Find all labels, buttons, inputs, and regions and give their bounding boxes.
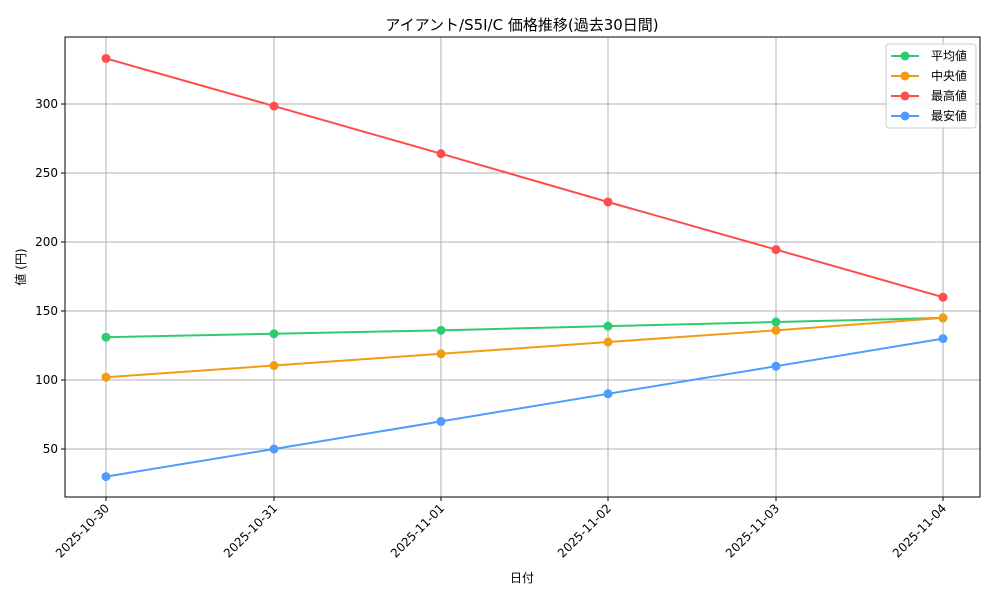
legend-marker [900,91,910,101]
y-axis-label: 値 (円) [13,248,28,285]
y-axis-ticks: 50 100 150 200 250 300 [35,97,65,456]
legend-label: 最安値 [931,108,967,123]
data-point [269,444,279,454]
data-point [771,245,781,255]
x-tick-label: 2025-10-30 [53,501,112,560]
data-point [436,325,446,335]
y-tick-label: 250 [35,166,58,180]
x-tick-label: 2025-11-01 [388,501,447,560]
y-tick-label: 150 [35,304,58,318]
data-point [938,292,948,302]
series-line [101,53,948,302]
plot-frame [64,36,981,498]
chart-title: アイアント/S5I/C 価格推移(過去30日間) [385,16,658,34]
data-point [269,101,279,111]
series-path [105,57,944,299]
x-tick-label: 2025-11-03 [723,501,782,560]
x-tick-label: 2025-10-31 [221,501,280,560]
data-point [771,325,781,335]
legend-marker [900,51,910,61]
data-point [938,334,948,344]
x-axis-ticks: 2025-10-30 2025-10-31 2025-11-01 2025-11-02… [53,497,949,560]
data-point [436,349,446,359]
y-tick-label: 100 [35,373,58,387]
data-point [269,329,279,339]
data-point [269,361,279,371]
y-tick-label: 200 [35,235,58,249]
x-tick-label: 2025-11-02 [555,501,614,560]
series-path [105,316,944,379]
data-point [938,313,948,323]
data-point [101,472,111,482]
legend-marker [900,111,910,121]
data-point [603,321,613,331]
series-path [105,316,944,339]
x-tick-label: 2025-11-04 [890,501,949,560]
series-line [101,334,948,482]
y-tick-label: 300 [35,97,58,111]
data-point [436,149,446,159]
legend-marker [900,71,910,81]
data-point [603,337,613,347]
data-point [603,389,613,399]
legend-label: 平均値 [931,48,967,63]
data-point [101,372,111,382]
data-point [771,361,781,371]
series-line [101,313,948,382]
y-tick-label: 50 [43,442,58,456]
data-point [101,53,111,63]
legend-box [885,43,977,129]
legend-label: 最高値 [931,88,967,103]
series-layer [101,53,948,482]
data-point [603,197,613,207]
x-axis-label: 日付 [510,571,534,585]
series-path [105,337,944,478]
data-point [101,332,111,342]
data-point [771,317,781,327]
grid-lines [65,37,980,497]
legend-label: 中央値 [931,68,967,83]
data-point [436,416,446,426]
